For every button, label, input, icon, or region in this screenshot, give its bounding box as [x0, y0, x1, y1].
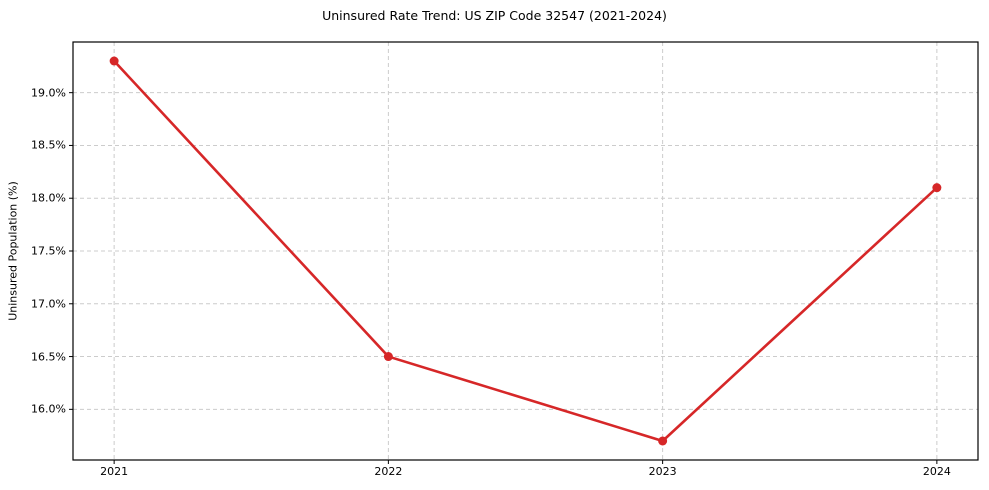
- x-tick-label: 2021: [100, 465, 129, 478]
- data-point-marker: [932, 183, 942, 193]
- x-tick-label: 2022: [374, 465, 403, 478]
- data-point-marker: [383, 352, 393, 362]
- trend-line: [112, 59, 939, 443]
- y-tick-label: 17.0%: [31, 297, 66, 311]
- y-tick-label: 18.5%: [31, 138, 66, 152]
- y-tick-label: 18.0%: [31, 191, 66, 205]
- y-tick-label: 16.5%: [31, 350, 66, 364]
- y-tick-label: 19.0%: [31, 86, 66, 100]
- plot-border: [72, 41, 979, 461]
- x-tick-label: 2023: [648, 465, 677, 478]
- data-point-marker: [109, 56, 119, 66]
- y-tick-label: 17.5%: [31, 244, 66, 258]
- x-tick-label: 2024: [922, 465, 951, 478]
- chart-title: Uninsured Rate Trend: US ZIP Code 32547 …: [322, 8, 667, 23]
- data-point-marker: [658, 436, 668, 446]
- y-tick-label: 16.0%: [31, 402, 66, 416]
